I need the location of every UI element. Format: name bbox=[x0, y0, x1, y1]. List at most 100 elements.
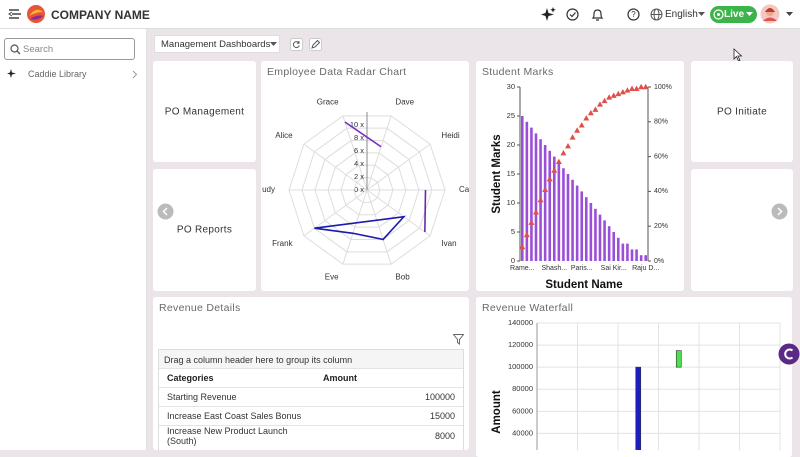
bar bbox=[616, 237, 620, 261]
x-tick-label: Raju D... bbox=[632, 265, 659, 272]
radar-category-label: Bob bbox=[395, 273, 410, 282]
chat-button[interactable] bbox=[778, 343, 800, 365]
bar bbox=[598, 214, 602, 261]
dashboard-select[interactable]: Management Dashboards bbox=[154, 35, 280, 53]
y-tick-label: 0 bbox=[511, 256, 515, 265]
edit-button[interactable] bbox=[309, 38, 322, 51]
top-bar: COMPANY NAME ? English Live bbox=[0, 0, 800, 29]
category-cell: Starting Revenue bbox=[159, 387, 315, 407]
help-button[interactable]: ? bbox=[627, 8, 640, 21]
column-header: Amount bbox=[315, 368, 463, 388]
bar bbox=[520, 116, 524, 261]
data-row[interactable]: Increase East Coast Sales Bonus 15000 bbox=[159, 406, 463, 426]
ai-button[interactable] bbox=[541, 7, 556, 22]
language-select[interactable]: English bbox=[665, 9, 698, 20]
radar-tick-label: 0 x bbox=[354, 185, 364, 194]
line-marker bbox=[615, 90, 622, 97]
notifications-button[interactable] bbox=[591, 8, 604, 22]
group-panel: Drag a column header here to group its c… bbox=[159, 350, 463, 368]
user-avatar[interactable] bbox=[760, 4, 780, 24]
y2-tick-label: 80% bbox=[654, 119, 668, 126]
y-tick-label: 15 bbox=[507, 169, 515, 178]
category-cell: Increase New Product Launch (South) bbox=[159, 425, 315, 446]
bar bbox=[607, 226, 611, 261]
amount-cell: 15000 bbox=[315, 406, 463, 426]
dashboard-caret bbox=[270, 42, 277, 46]
tile-label: PO Reports bbox=[176, 224, 233, 236]
x-tick-label: Sai Kir... bbox=[601, 265, 627, 272]
item-label: Caddie Library bbox=[28, 69, 87, 79]
amount-cell: 100000 bbox=[315, 387, 463, 407]
bar bbox=[534, 133, 538, 261]
line-marker bbox=[633, 85, 640, 91]
line-marker bbox=[619, 89, 626, 95]
bar bbox=[639, 255, 643, 261]
y-tick-label: 60000 bbox=[512, 406, 533, 415]
item-chevron bbox=[132, 70, 138, 79]
line-marker bbox=[560, 149, 567, 156]
radar-panel: Employee Data Radar Chart Grace Dave Heidi… bbox=[261, 61, 469, 291]
waterfall-panel: Revenue Waterfall 40000 60000 80000 100000 1… bbox=[476, 297, 792, 457]
tile[interactable]: PO Management bbox=[153, 61, 256, 162]
line-marker bbox=[537, 196, 544, 203]
scroll-left[interactable] bbox=[157, 203, 174, 220]
y-tick-label: 25 bbox=[507, 111, 515, 120]
radar-tick-label: 10 x bbox=[350, 120, 364, 129]
item-icon bbox=[7, 69, 16, 78]
line-marker bbox=[533, 209, 539, 215]
bar bbox=[612, 232, 616, 261]
bar bbox=[626, 243, 629, 261]
radar-series-line bbox=[424, 189, 427, 233]
waterfall-bar bbox=[635, 366, 642, 450]
radar-tick-label: 8 x bbox=[354, 133, 364, 142]
sidebar-item[interactable]: Caddie Library bbox=[0, 66, 146, 84]
data-row[interactable]: Increase New Product Launch (South) 8000 bbox=[159, 425, 463, 446]
bar bbox=[589, 203, 593, 261]
scroll-right[interactable] bbox=[771, 203, 788, 220]
radar-series-line bbox=[314, 215, 406, 241]
x-axis-title: Student Name bbox=[545, 279, 622, 291]
search-icon bbox=[10, 44, 21, 55]
y-axis-title: Student Marks bbox=[491, 134, 503, 213]
bar bbox=[621, 243, 625, 261]
waterfall-bar bbox=[675, 350, 682, 368]
radar-category-label: Grace bbox=[317, 98, 339, 107]
tile[interactable]: PO Reports bbox=[153, 169, 256, 291]
radar-chart: Grace Dave Heidi Ca Ivan Bob Eve Frank udy Alice 0… bbox=[262, 98, 469, 282]
search-box[interactable]: Search bbox=[4, 38, 135, 60]
menu-toggle[interactable] bbox=[8, 8, 22, 20]
company-name: COMPANY NAME bbox=[51, 8, 150, 22]
y-tick-label: 30 bbox=[507, 82, 515, 91]
bar bbox=[566, 174, 570, 261]
radar-grid-ring bbox=[340, 164, 394, 216]
radar-category-label: udy bbox=[262, 185, 275, 194]
tile[interactable]: PO Initiate bbox=[691, 61, 793, 162]
live-button[interactable]: Live bbox=[710, 6, 757, 23]
radar-tick-label: 6 x bbox=[354, 146, 364, 155]
y-tick-label: 80000 bbox=[512, 384, 533, 393]
revenue-table: Categories Amount Starting Revenue 100000 In… bbox=[159, 368, 463, 446]
panel-title: Student Marks bbox=[482, 66, 554, 78]
y2-tick-label: 20% bbox=[654, 223, 668, 230]
revenue-grid: Drag a column header here to group its c… bbox=[158, 349, 464, 450]
bar bbox=[525, 121, 529, 261]
radar-category-label: Ca bbox=[459, 185, 469, 194]
x-tick-label: Paris... bbox=[571, 265, 593, 272]
sidebar: Search Caddie Library bbox=[0, 29, 147, 450]
x-tick-label: Rame... bbox=[510, 265, 535, 272]
bar bbox=[575, 185, 579, 261]
line-marker bbox=[624, 87, 631, 93]
revenue-panel: Revenue Details Drag a column header her… bbox=[153, 297, 469, 450]
data-row[interactable]: Starting Revenue 100000 bbox=[159, 387, 463, 407]
panel-title: Revenue Waterfall bbox=[482, 302, 574, 314]
pareto-panel: Student Marks 0 5 10 15 20 25 30 0% 20% 40% 60% 80%… bbox=[476, 61, 684, 291]
line-marker bbox=[638, 83, 645, 90]
tasks-button[interactable] bbox=[566, 8, 579, 21]
refresh-button[interactable] bbox=[290, 38, 303, 51]
radar-grid-ring bbox=[301, 127, 433, 253]
panel-title: Employee Data Radar Chart bbox=[267, 66, 407, 78]
filter-button[interactable] bbox=[453, 334, 464, 345]
tile-label: PO Management bbox=[164, 106, 245, 117]
line-marker bbox=[597, 101, 603, 107]
company-logo bbox=[27, 5, 45, 23]
